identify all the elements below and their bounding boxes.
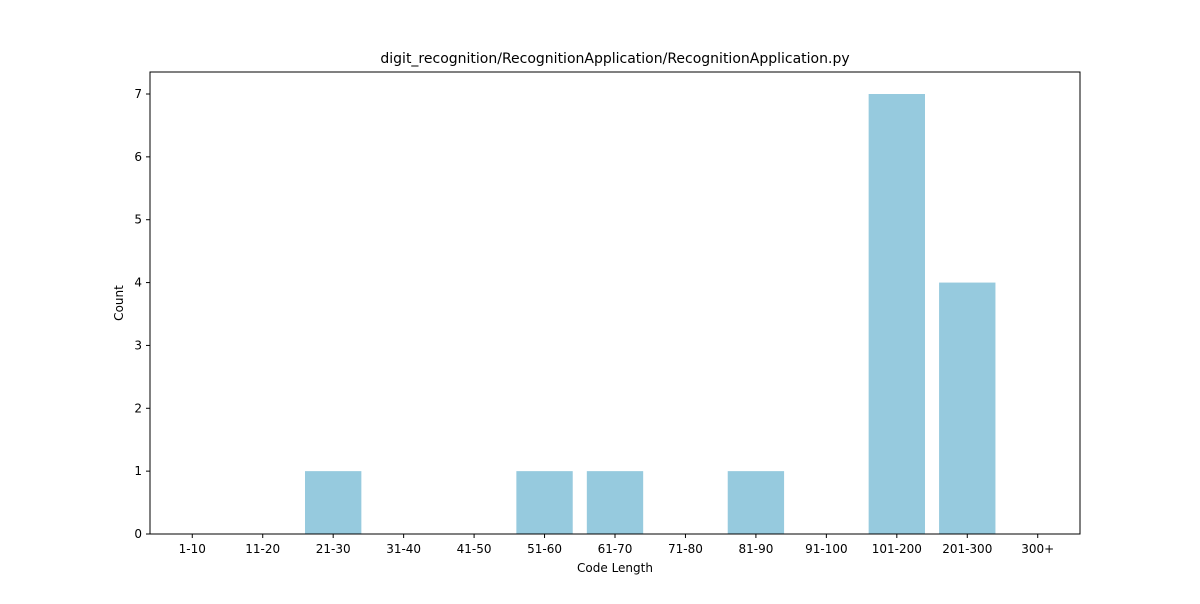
x-tick-label: 11-20 — [245, 542, 280, 556]
y-axis: 0 1 2 3 4 5 6 7 — [134, 87, 150, 541]
x-tick-label: 300+ — [1021, 542, 1054, 556]
bar-61-70 — [586, 471, 644, 534]
x-tick-label: 81-90 — [738, 542, 773, 556]
y-tick-label: 7 — [134, 87, 142, 101]
chart-title: digit_recognition/RecognitionApplication… — [380, 51, 849, 67]
x-tick-label: 51-60 — [527, 542, 562, 556]
y-tick-label: 1 — [134, 464, 142, 478]
y-tick-label: 4 — [134, 276, 142, 290]
bars-layer — [305, 94, 996, 534]
y-tick-label: 0 — [134, 527, 142, 541]
x-axis: 1-10 11-20 21-30 31-40 41-50 51-60 61-70 71-80 8… — [179, 534, 1054, 556]
y-tick-label: 6 — [134, 150, 142, 164]
bar-201-300 — [939, 282, 996, 534]
x-tick-label: 1-10 — [179, 542, 206, 556]
x-tick-label: 61-70 — [598, 542, 633, 556]
y-tick-label: 2 — [134, 401, 142, 415]
x-tick-label: 101-200 — [872, 542, 922, 556]
x-tick-label: 71-80 — [668, 542, 703, 556]
x-tick-label: 31-40 — [386, 542, 421, 556]
bar-51-60 — [516, 471, 573, 534]
bar-21-30 — [305, 471, 362, 534]
y-tick-label: 3 — [134, 338, 142, 352]
bar-81-90 — [727, 471, 785, 534]
x-axis-title: Code Length — [577, 561, 653, 575]
x-tick-label: 201-300 — [942, 542, 992, 556]
y-axis-title: Count — [112, 285, 126, 321]
x-tick-label: 91-100 — [805, 542, 848, 556]
bar-101-200 — [868, 94, 925, 534]
x-tick-label: 21-30 — [316, 542, 351, 556]
y-tick-label: 5 — [134, 213, 142, 227]
x-tick-label: 41-50 — [457, 542, 492, 556]
